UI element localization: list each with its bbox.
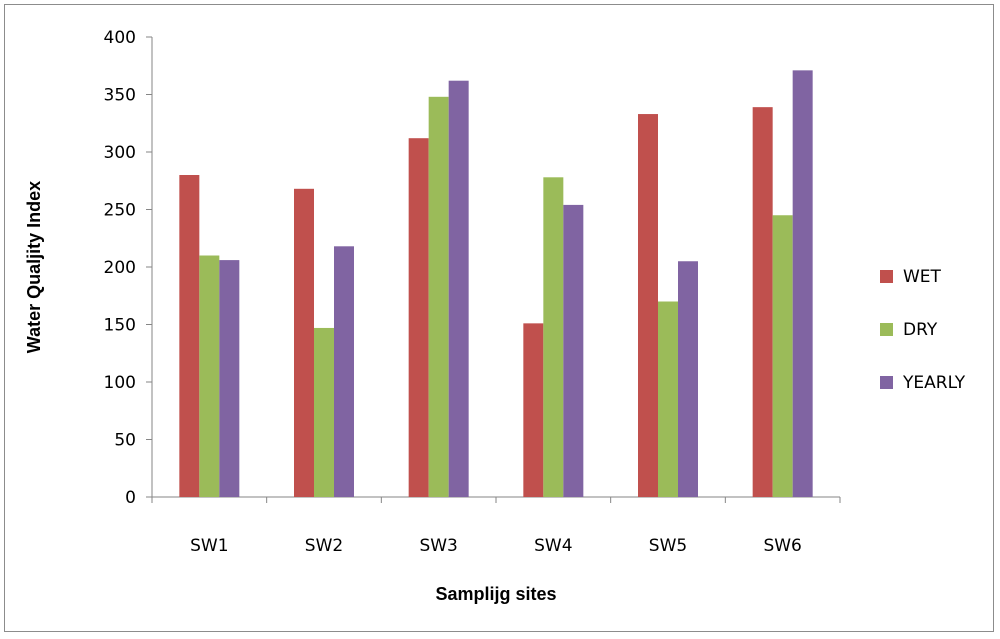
y-tick-label: 50	[114, 431, 136, 451]
x-axis-title: Samplijg sites	[435, 584, 556, 604]
y-tick-label: 100	[104, 373, 136, 393]
legend: WET DRY YEARLY	[880, 267, 966, 393]
y-tick-label: 0	[125, 488, 136, 508]
x-tick-label: SW4	[534, 536, 572, 556]
bar-dry-sw1	[199, 255, 220, 497]
x-ticks: SW1 SW2 SW3 SW4 SW5 SW6	[151, 497, 841, 556]
axes	[151, 37, 840, 498]
y-axis-title: Water Qualjity Index	[24, 181, 44, 353]
bar-wet-sw5	[638, 114, 658, 498]
bar-yearly-sw6	[792, 70, 813, 497]
y-tick-label: 250	[104, 201, 136, 221]
legend-label-dry: DRY	[903, 320, 938, 340]
y-tick-label: 400	[104, 28, 136, 48]
x-tick-label: SW3	[419, 536, 457, 556]
bar-wet-sw4	[523, 323, 544, 497]
bar-wet-sw6	[752, 107, 773, 498]
bar-wet-sw1	[179, 175, 200, 497]
x-tick-label: SW2	[305, 536, 343, 556]
bars	[179, 70, 813, 498]
chart-frame	[4, 4, 994, 632]
x-tick-label: SW1	[190, 536, 228, 556]
legend-label-yearly: YEARLY	[902, 373, 966, 393]
x-tick-label: SW6	[763, 536, 801, 556]
y-tick-label: 150	[104, 316, 136, 336]
y-tick-label: 300	[104, 143, 136, 163]
bar-dry-sw4	[543, 177, 564, 498]
bar-dry-sw6	[772, 215, 793, 497]
bar-yearly-sw5	[678, 261, 698, 497]
bar-yearly-sw2	[334, 246, 354, 497]
bar-wet-sw3	[408, 138, 429, 497]
bar-yearly-sw4	[563, 204, 584, 497]
bar-dry-sw5	[658, 301, 678, 497]
y-tick-label: 350	[104, 86, 136, 106]
y-ticks: 0 50 100 150 200 250 300 350 400	[104, 28, 152, 508]
bar-yearly-sw1	[219, 260, 240, 497]
bar-dry-sw3	[428, 96, 449, 498]
bar-yearly-sw3	[448, 80, 469, 497]
legend-swatch-yearly	[880, 376, 893, 389]
bar-wet-sw2	[294, 188, 314, 498]
bar-dry-sw2	[314, 327, 334, 497]
legend-swatch-dry	[880, 323, 893, 336]
legend-swatch-wet	[880, 270, 893, 283]
x-tick-label: SW5	[649, 536, 687, 556]
legend-label-wet: WET	[903, 267, 942, 287]
y-tick-label: 200	[104, 258, 136, 278]
